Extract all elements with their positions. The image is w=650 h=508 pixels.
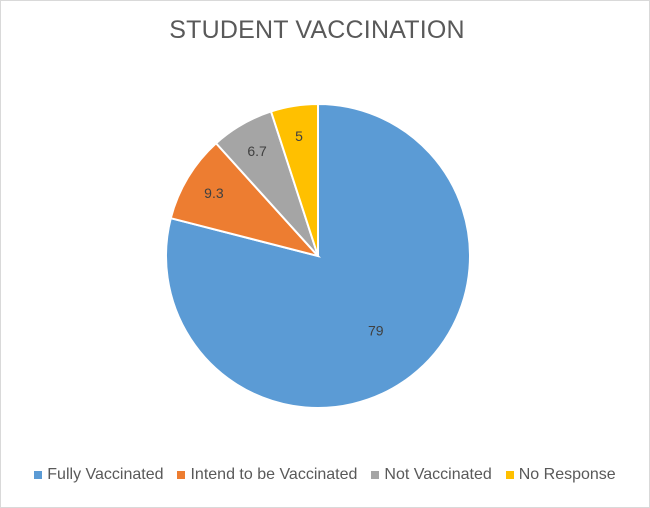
legend-swatch	[371, 471, 380, 479]
legend-swatch	[505, 471, 514, 479]
data-label: 9.3	[204, 185, 224, 201]
legend-item-no-response: No Response	[505, 466, 616, 484]
legend-item-not-vaccinated: Not Vaccinated	[371, 466, 492, 484]
legend-label: Not Vaccinated	[384, 466, 492, 483]
legend: Fully Vaccinated Intend to be Vaccinated…	[0, 466, 650, 484]
legend-label: Intend to be Vaccinated	[190, 466, 358, 483]
data-label: 6.7	[247, 143, 267, 159]
legend-item-intend-to-be-vaccinated: Intend to be Vaccinated	[177, 466, 357, 484]
legend-label: Fully Vaccinated	[47, 466, 164, 483]
data-label: 5	[295, 128, 303, 144]
chart-title: STUDENT VACCINATION	[169, 16, 465, 44]
legend-swatch	[34, 471, 43, 479]
legend-label: No Response	[518, 466, 616, 483]
pie-slice-intend-to-be-vaccinated	[169, 141, 321, 258]
legend-swatch	[177, 471, 186, 479]
data-label: 79	[368, 322, 384, 338]
legend-item-fully-vaccinated: Fully Vaccinated	[34, 466, 163, 484]
pie-slice-no-response	[269, 102, 319, 257]
